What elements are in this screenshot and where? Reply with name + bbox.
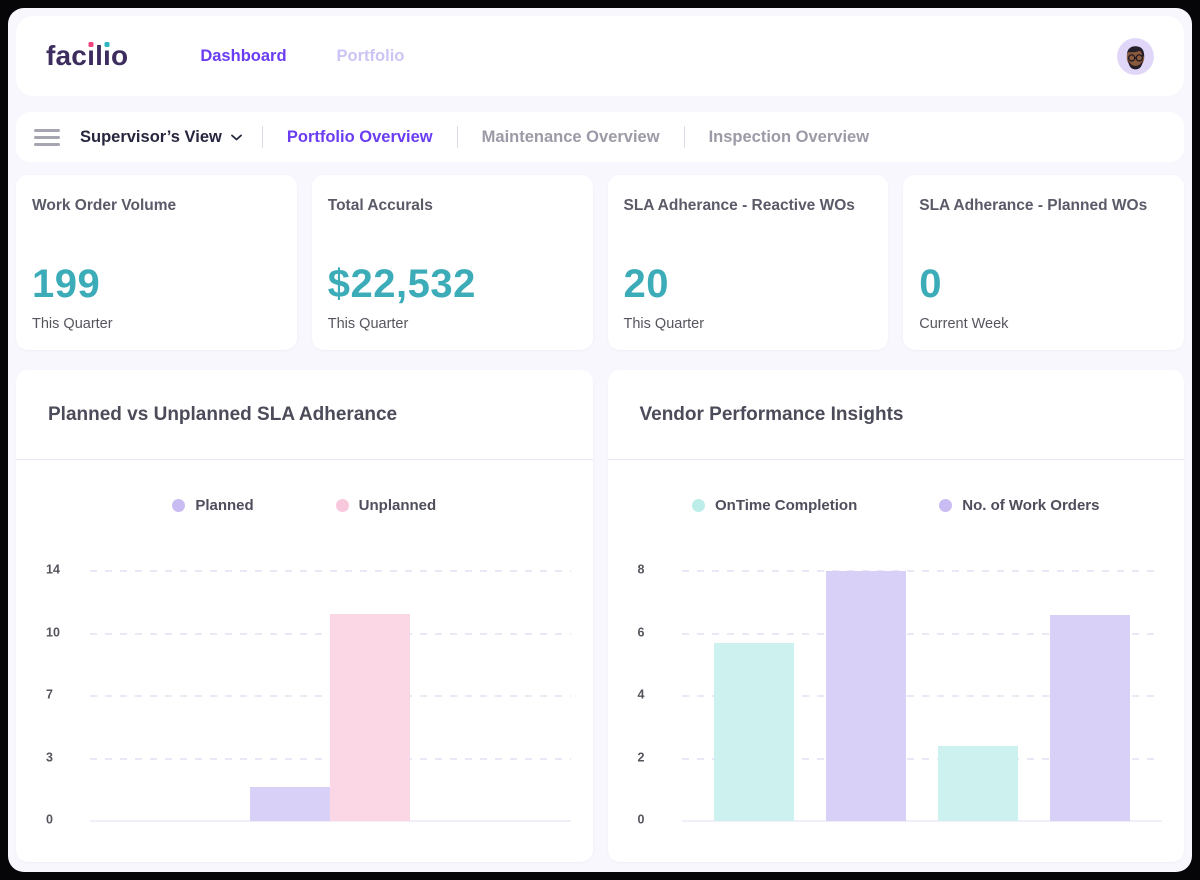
kpi-row: Work Order Volume 199 This Quarter Total… (16, 175, 1184, 350)
avatar-image (1117, 37, 1154, 75)
y-axis-tick: 6 (637, 625, 645, 640)
chart-header: Planned vs Unplanned SLA Adherance (16, 370, 593, 460)
legend-label: Unplanned (358, 496, 437, 514)
bar-ontime-completion-2[interactable] (937, 746, 1018, 821)
legend-dot-icon (692, 498, 705, 512)
main-nav: Dashboard Portfolio (200, 47, 404, 66)
nav-tab-dashboard[interactable]: Dashboard (200, 46, 287, 65)
chart-card-planned-vs-unplanned: Planned vs Unplanned SLA Adherance Plann… (16, 370, 593, 862)
app-window: facı lı o Dashboard Portfolio (8, 8, 1192, 872)
kpi-title: SLA Adherance - Planned WOs (919, 197, 1148, 214)
bars-group (90, 571, 571, 821)
nav-tab-portfolio[interactable]: Portfolio (336, 46, 405, 65)
y-axis-tick: 3 (46, 750, 53, 765)
view-toolbar: Supervisor’s View Portfolio Overview Mai… (16, 112, 1184, 162)
kpi-card-sla-planned-wos: SLA Adherance - Planned WOs 0 Current We… (903, 175, 1184, 350)
kpi-title: Work Order Volume (32, 197, 177, 214)
y-axis-tick: 2 (637, 750, 645, 765)
y-axis-tick: 4 (637, 687, 645, 702)
bars-group (682, 571, 1163, 821)
kpi-title: Total Accurals (327, 197, 433, 214)
kpi-caption: Current Week (919, 316, 1009, 332)
chart-legend: Planned Unplanned (16, 494, 593, 516)
legend-dot-icon (335, 498, 349, 512)
tab-portfolio-overview[interactable]: Portfolio Overview (286, 127, 433, 146)
chevron-down-icon (230, 134, 242, 140)
tab-maintenance-overview[interactable]: Maintenance Overview (481, 127, 660, 146)
bar-unplanned[interactable] (330, 613, 411, 821)
y-axis-tick: 8 (637, 562, 645, 577)
chart-title: Vendor Performance Insights (639, 403, 904, 425)
chart-legend: OnTime Completion No. of Work Orders (608, 494, 1185, 516)
y-axis-tick: 0 (637, 812, 645, 827)
y-axis: 14 10 7 3 0 (44, 563, 90, 827)
legend-item-ontime-completion[interactable]: OnTime Completion (692, 497, 857, 514)
top-header: facı lı o Dashboard Portfolio (16, 16, 1184, 96)
x-axis-line (681, 820, 1162, 822)
gridline (681, 695, 1162, 697)
logo-text: o (111, 40, 129, 71)
chart-card-vendor-performance: Vendor Performance Insights OnTime Compl… (607, 370, 1185, 862)
chart-header: Vendor Performance Insights (607, 370, 1184, 460)
hamburger-icon[interactable] (34, 125, 60, 150)
kpi-value: 199 (32, 262, 101, 306)
logo-text: fac (46, 40, 88, 71)
legend-item-planned[interactable]: Planned (172, 496, 254, 514)
app-content: facı lı o Dashboard Portfolio (8, 8, 1192, 870)
chart-body: 8 6 4 2 0 (608, 563, 1185, 827)
bar-no-of-work-orders-2[interactable] (1049, 614, 1130, 821)
legend-label: OnTime Completion (715, 496, 858, 514)
kpi-value: $22,532 (327, 262, 476, 306)
y-axis-tick: 10 (46, 625, 60, 640)
bar-planned[interactable] (250, 787, 331, 821)
logo-letter-i: ı (103, 40, 112, 71)
charts-row: Planned vs Unplanned SLA Adherance Plann… (16, 370, 1184, 862)
plot-area (90, 570, 571, 822)
logo-letter-i: ı (87, 40, 96, 71)
user-avatar[interactable] (1117, 37, 1154, 75)
logo-i-dot (104, 42, 110, 47)
kpi-value: 0 (919, 262, 942, 306)
logo-text: l (95, 40, 104, 71)
gridline (681, 757, 1162, 760)
y-axis-tick: 7 (46, 687, 53, 702)
gridline (681, 570, 1162, 572)
y-axis: 8 6 4 2 0 (636, 563, 682, 827)
kpi-card-work-order-volume: Work Order Volume 199 This Quarter (16, 175, 297, 350)
kpi-card-total-accurals: Total Accurals $22,532 This Quarter (311, 175, 593, 350)
chart-title: Planned vs Unplanned SLA Adherance (48, 403, 398, 425)
kpi-card-sla-reactive-wos: SLA Adherance - Reactive WOs 20 This Qua… (607, 175, 889, 350)
gridline (90, 570, 571, 572)
y-axis-tick: 14 (46, 562, 60, 577)
legend-dot-icon (939, 498, 953, 512)
view-selector-label: Supervisor’s View (80, 127, 222, 146)
kpi-caption: This Quarter (327, 316, 409, 332)
divider (261, 126, 263, 148)
facilio-logo[interactable]: facı lı o (46, 40, 128, 72)
divider (683, 126, 685, 148)
chart-body: 14 10 7 3 0 (16, 563, 593, 827)
x-axis-line (90, 820, 571, 822)
plot-area (681, 570, 1163, 822)
legend-item-no-of-work-orders[interactable]: No. of Work Orders (939, 497, 1099, 514)
legend-dot-icon (172, 498, 186, 512)
gridline (681, 632, 1162, 635)
bar-ontime-completion-1[interactable] (713, 642, 794, 821)
divider (456, 126, 458, 148)
legend-label: No. of Work Orders (962, 496, 1100, 514)
legend-label: Planned (195, 496, 254, 514)
logo-i-dot (88, 42, 94, 47)
kpi-title: SLA Adherance - Reactive WOs (623, 197, 855, 214)
view-selector[interactable]: Supervisor’s View (80, 128, 242, 147)
kpi-caption: This Quarter (32, 316, 113, 332)
tab-inspection-overview[interactable]: Inspection Overview (708, 127, 870, 146)
legend-item-unplanned[interactable]: Unplanned (335, 496, 437, 514)
bar-no-of-work-orders-1[interactable] (825, 571, 906, 821)
kpi-value: 20 (623, 262, 669, 306)
y-axis-tick: 0 (46, 812, 53, 827)
kpi-caption: This Quarter (623, 316, 705, 332)
